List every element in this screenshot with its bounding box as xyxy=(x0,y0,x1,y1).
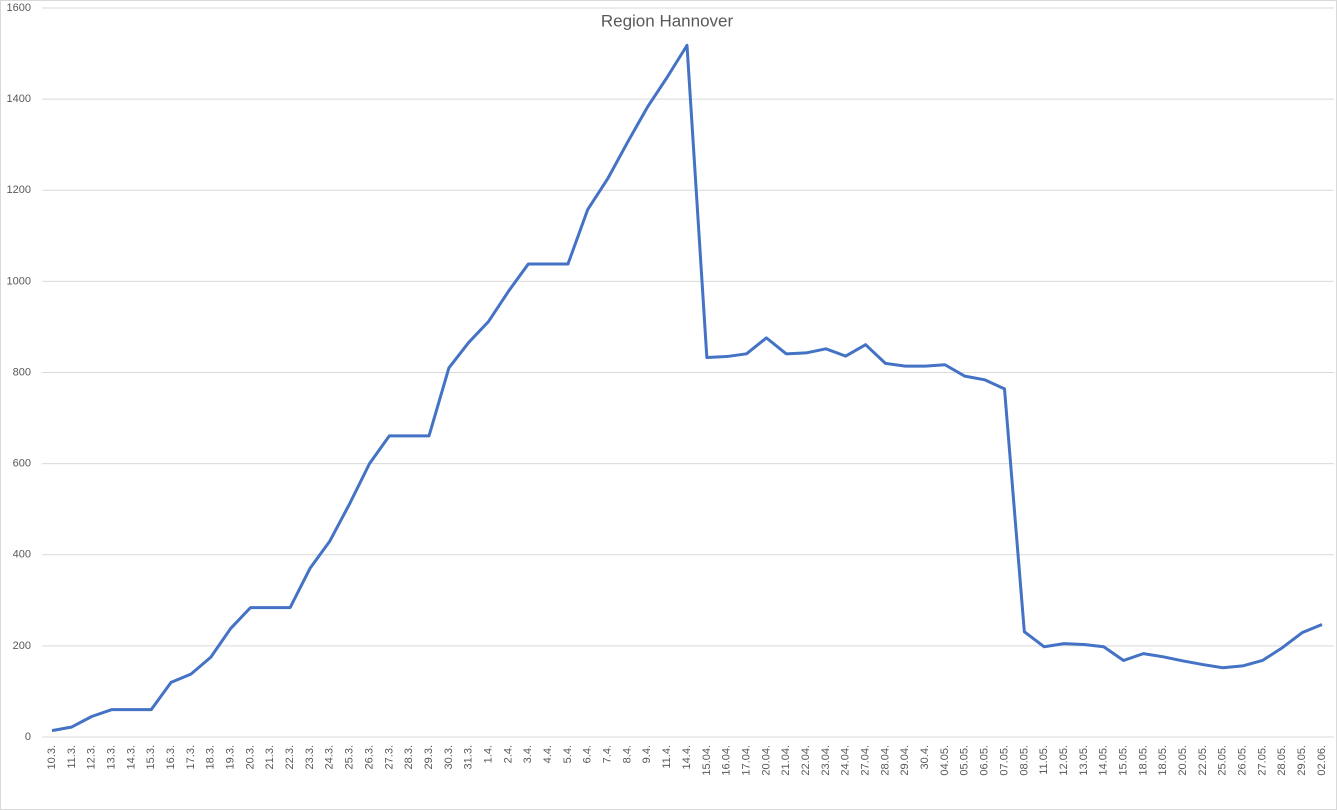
x-tick-label: 24.04. xyxy=(840,745,852,776)
x-tick-label: 28.3. xyxy=(403,745,415,769)
x-tick-label: 21.3. xyxy=(264,745,276,769)
x-tick-label: 17.3. xyxy=(185,745,197,769)
x-tick-label: 9.4. xyxy=(641,745,653,763)
x-tick-label: 04.05. xyxy=(939,745,951,776)
x-tick-label: 8.4. xyxy=(621,745,633,763)
x-tick-label: 20.04. xyxy=(760,745,772,776)
x-tick-label: 12.3. xyxy=(86,745,98,769)
x-tick-label: 29.04. xyxy=(899,745,911,776)
x-tick-label: 08.05. xyxy=(1018,745,1030,776)
x-tick-label: 20.3. xyxy=(244,745,256,769)
x-tick-label: 25.3. xyxy=(344,745,356,769)
x-tick-label: 31.3. xyxy=(463,745,475,769)
x-tick-label: 27.04. xyxy=(860,745,872,776)
x-tick-label: 30.4. xyxy=(919,745,931,769)
x-tick-label: 07.05. xyxy=(998,745,1010,776)
x-tick-label: 1.4. xyxy=(482,745,494,763)
x-tick-label: 17.04. xyxy=(740,745,752,776)
x-tick-label: 29.3. xyxy=(423,745,435,769)
x-tick-label: 11.3. xyxy=(66,745,78,769)
x-tick-label: 30.3. xyxy=(443,745,455,769)
x-tick-label: 14.05. xyxy=(1098,745,1110,776)
x-tick-label: 29.05. xyxy=(1296,745,1308,776)
x-tick-label: 06.05. xyxy=(979,745,991,776)
x-tick-label: 22.3. xyxy=(284,745,296,769)
x-tick-label: 13.3. xyxy=(105,745,117,769)
x-tick-label: 15.3. xyxy=(145,745,157,769)
x-tick-label: 10.3. xyxy=(46,745,58,769)
x-tick-label: 16.04. xyxy=(721,745,733,776)
x-tick-label: 24.3. xyxy=(324,745,336,769)
x-tick-label: 02.06. xyxy=(1316,745,1328,776)
x-tick-label: 23.3. xyxy=(304,745,316,769)
x-tick-label: 26.05. xyxy=(1237,745,1249,776)
x-tick-label: 13.05. xyxy=(1078,745,1090,776)
x-tick-label: 7.4. xyxy=(602,745,614,763)
x-tick-label: 21.04. xyxy=(780,745,792,776)
x-tick-label: 6.4. xyxy=(582,745,594,763)
chart-title: Region Hannover xyxy=(601,11,734,30)
x-tick-label: 3.4. xyxy=(522,745,534,763)
x-tick-label: 28.04. xyxy=(879,745,891,776)
x-tick-label: 22.05. xyxy=(1197,745,1209,776)
y-tick-label: 1600 xyxy=(7,2,31,14)
x-tick-label: 18.05. xyxy=(1157,745,1169,776)
x-tick-label: 23.04. xyxy=(820,745,832,776)
y-tick-label: 0 xyxy=(25,731,31,743)
x-tick-label: 4.4. xyxy=(542,745,554,763)
x-tick-label: 22.04. xyxy=(800,745,812,776)
x-tick-label: 2.4. xyxy=(502,745,514,763)
x-tick-label: 18.3. xyxy=(205,745,217,769)
y-tick-label: 1200 xyxy=(7,184,31,196)
y-tick-label: 800 xyxy=(13,366,31,378)
x-tick-label: 11.4. xyxy=(661,745,673,769)
y-tick-label: 200 xyxy=(13,640,31,652)
x-tick-label: 14.3. xyxy=(125,745,137,769)
x-tick-label: 12.05. xyxy=(1058,745,1070,776)
x-tick-label: 16.3. xyxy=(165,745,177,769)
x-tick-label: 05.05. xyxy=(959,745,971,776)
x-tick-label: 26.3. xyxy=(363,745,375,769)
y-tick-label: 400 xyxy=(13,549,31,561)
x-tick-label: 19.3. xyxy=(225,745,237,769)
x-tick-label: 25.05. xyxy=(1217,745,1229,776)
y-tick-label: 1400 xyxy=(7,93,31,105)
x-tick-label: 5.4. xyxy=(562,745,574,763)
x-tick-label: 14.4. xyxy=(681,745,693,769)
y-tick-label: 600 xyxy=(13,458,31,470)
x-tick-label: 15.04. xyxy=(701,745,713,776)
x-tick-label: 20.05. xyxy=(1177,745,1189,776)
x-tick-label: 28.05. xyxy=(1276,745,1288,776)
x-tick-label: 27.3. xyxy=(383,745,395,769)
x-tick-label: 11.05. xyxy=(1038,745,1050,775)
x-tick-label: 27.05. xyxy=(1256,745,1268,776)
x-tick-label: 15.05. xyxy=(1117,745,1129,776)
data-line xyxy=(51,43,1323,733)
y-tick-label: 1000 xyxy=(7,275,31,287)
x-tick-label: 18.05. xyxy=(1137,745,1149,776)
